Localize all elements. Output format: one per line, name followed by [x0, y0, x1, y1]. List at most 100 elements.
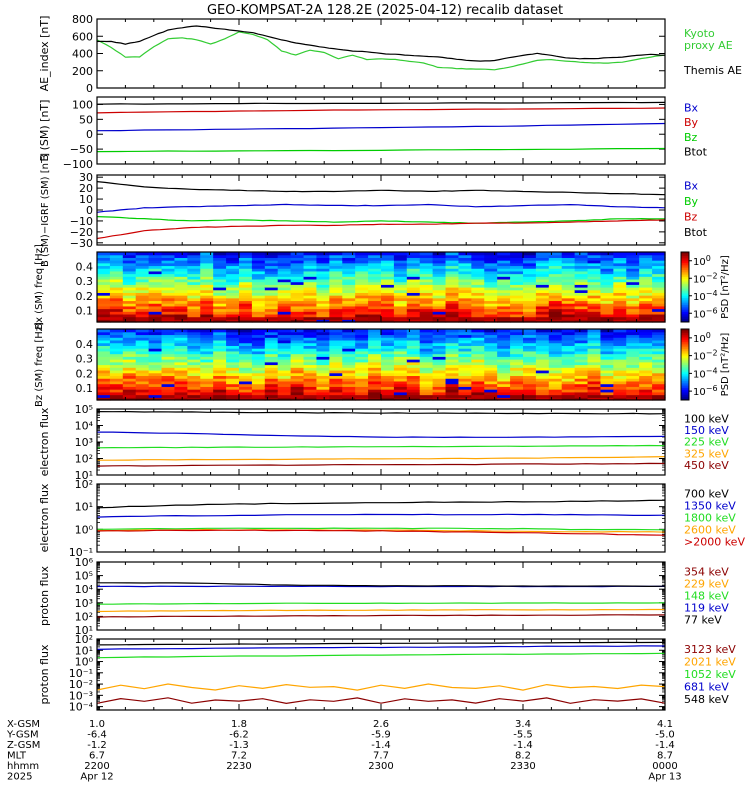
spectrogram-cell	[200, 268, 214, 272]
spectrogram-cell	[523, 397, 537, 401]
spectrogram-cell	[342, 297, 356, 302]
spectrogram-cell	[148, 284, 163, 288]
spectrogram-cell	[342, 316, 356, 320]
colorbar-frame	[680, 251, 690, 323]
spectrogram-cell	[652, 303, 666, 307]
spectrogram-cell	[368, 353, 382, 357]
spectrogram-cell	[97, 287, 111, 291]
spectrogram-cell	[613, 378, 627, 382]
spectrogram-cell	[458, 345, 472, 349]
spectrogram-cell	[355, 300, 369, 304]
spectrogram-cell	[561, 276, 576, 280]
spectrogram-cell	[497, 380, 511, 385]
spectrogram-cell	[419, 254, 434, 258]
spectrogram-cell	[561, 380, 576, 385]
spectrogram-cell	[510, 281, 524, 285]
spectrogram-cell	[135, 372, 150, 377]
spectrogram-cell	[574, 316, 589, 320]
x-row-value: 7.2	[231, 751, 247, 762]
spectrogram-cell	[355, 331, 369, 336]
spectrogram-cell	[381, 342, 395, 346]
spectrogram-cell	[381, 383, 395, 387]
spectrogram-cell	[355, 311, 369, 315]
spectrogram-cell	[290, 359, 305, 363]
spectrogram-cell	[226, 281, 240, 285]
spectrogram-cell	[174, 308, 188, 312]
spectrogram-cell	[574, 297, 589, 302]
spectrogram-cell	[239, 311, 253, 315]
spectrogram-cell	[342, 313, 356, 318]
spectrogram-cell	[277, 383, 292, 387]
spectrogram-cell	[432, 359, 447, 363]
spectrogram-cell	[523, 359, 537, 363]
spectrogram-cell	[303, 394, 318, 398]
spectrogram-cell	[226, 378, 240, 382]
spectrogram-cell	[342, 364, 356, 368]
spectrogram-cell	[161, 308, 176, 312]
spectrogram-cell	[561, 394, 576, 398]
spectrogram-cell	[419, 316, 434, 320]
spectrogram-cell	[213, 252, 227, 256]
spectrogram-cell	[226, 353, 240, 357]
spectrogram-cell	[342, 331, 356, 336]
spectrogram-cell	[497, 284, 511, 288]
spectrogram-cell	[381, 339, 395, 344]
colorbar-segment	[681, 353, 689, 357]
spectrogram-cell	[510, 270, 524, 275]
spectrogram-cell	[122, 252, 137, 256]
spectrogram-cell	[135, 311, 150, 315]
spectrogram-cell	[355, 353, 369, 357]
spectrogram-cell	[406, 297, 421, 302]
spectrogram-cell	[303, 284, 318, 288]
spectrogram-cell	[535, 319, 550, 323]
spectrogram-cell	[355, 391, 369, 396]
spectrogram-cell	[626, 334, 640, 338]
spectrogram-cell	[239, 348, 253, 352]
spectrogram-cell	[97, 356, 111, 360]
spectrogram-cell	[393, 394, 408, 398]
spectrogram-cell	[432, 273, 447, 277]
spectrogram-cell	[626, 252, 640, 256]
spectrogram-cell	[187, 375, 201, 379]
spectrogram-cell	[652, 397, 666, 401]
spectrogram-cell	[523, 339, 537, 344]
spectrogram-cell	[381, 356, 395, 360]
spectrogram-cell	[587, 345, 602, 349]
spectrogram-cell	[355, 260, 369, 264]
spectrogram-cell	[497, 265, 511, 269]
spectrogram-cell	[213, 297, 227, 302]
spectrogram-cell	[148, 394, 163, 398]
spectrogram-cell	[174, 257, 188, 261]
spectrogram-cell	[652, 356, 666, 360]
spectrogram-cell	[406, 389, 421, 393]
spectrogram-cell	[613, 361, 627, 366]
spectrogram-cell	[639, 254, 653, 258]
y-tick-label: 10⁴	[75, 583, 94, 596]
spectrogram-cell	[303, 311, 318, 315]
spectrogram-cell	[523, 361, 537, 366]
spectrogram-cell	[368, 350, 382, 355]
spectrogram-cell	[510, 383, 524, 387]
spectrogram-cell	[213, 350, 227, 355]
spectrogram-cell	[445, 345, 460, 349]
spectrogram-cell	[161, 342, 176, 346]
spectrogram-cell	[368, 380, 382, 385]
spectrogram-cell	[432, 397, 447, 401]
y-tick-label: 0	[86, 128, 93, 141]
spectrogram-cell	[355, 359, 369, 363]
spectrogram-cell	[548, 311, 563, 315]
colorbar-tick-label: 10−2	[693, 271, 718, 285]
x-row-value: -6.2	[229, 730, 249, 741]
spectrogram-cell	[458, 348, 472, 352]
spectrogram-cell	[381, 380, 395, 385]
spectrogram-cell	[264, 270, 279, 275]
spectrogram-cell	[535, 339, 550, 344]
spectrogram-cell	[277, 281, 292, 285]
spectrogram-cell	[303, 260, 318, 264]
legend-entry: Btot	[684, 146, 708, 159]
legend-entry: 1800 keV	[684, 512, 736, 525]
spectrogram-cell	[497, 397, 511, 401]
spectrogram-cell	[652, 378, 666, 382]
spectrogram-cell	[484, 300, 498, 304]
spectrogram-cell	[290, 276, 305, 280]
